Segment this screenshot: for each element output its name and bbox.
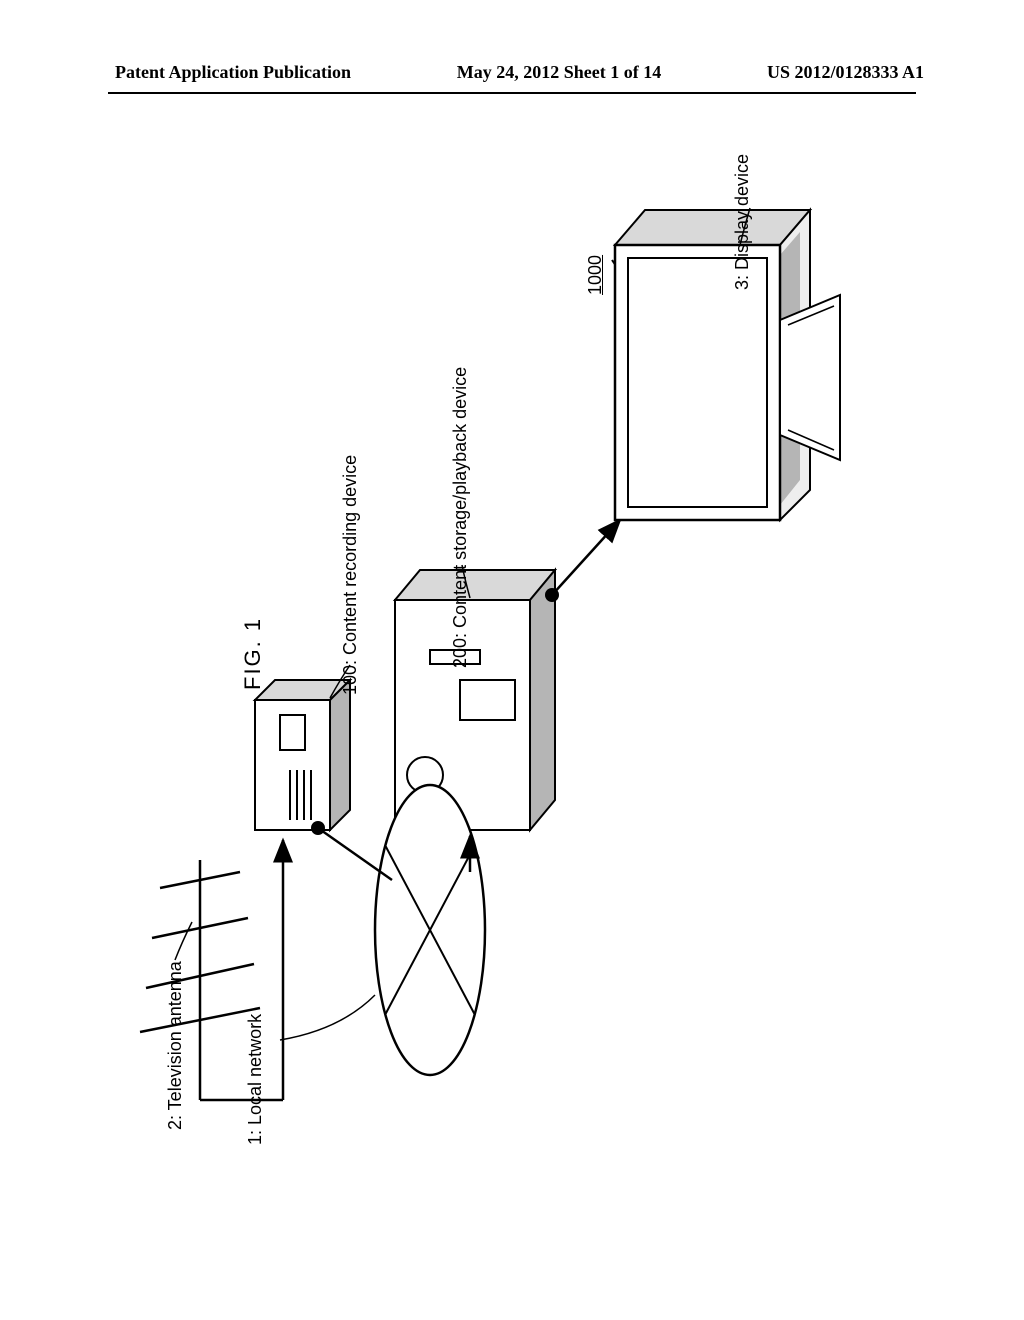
antenna-label: 2: Television antenna <box>165 961 186 1130</box>
figure-1: FIG. 1 1000 2: Television antenna 100: C… <box>140 160 900 1160</box>
player-label: 200: Content storage/playback device <box>450 367 471 668</box>
header-right: US 2012/0128333 A1 <box>767 62 924 83</box>
display-device-icon <box>615 208 840 520</box>
figure-title: FIG. 1 <box>240 617 266 690</box>
display-label: 3: Display device <box>732 154 753 290</box>
page-header: Patent Application Publication May 24, 2… <box>0 62 1024 83</box>
antenna-icon <box>140 860 260 1100</box>
recorder-icon <box>255 665 350 830</box>
header-left: Patent Application Publication <box>115 62 351 83</box>
network-label: 1: Local network <box>245 1014 266 1145</box>
header-rule <box>108 92 916 94</box>
header-center: May 24, 2012 Sheet 1 of 14 <box>457 62 661 83</box>
system-ref-1000: 1000 <box>585 255 606 295</box>
recorder-label: 100: Content recording device <box>340 455 361 695</box>
